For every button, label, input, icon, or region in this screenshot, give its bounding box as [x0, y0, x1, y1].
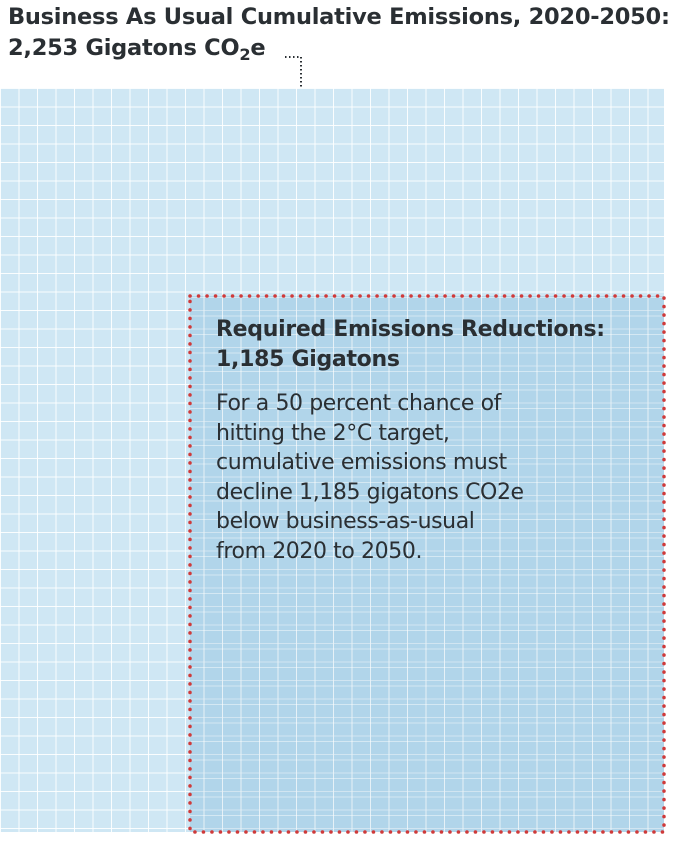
- reduction-dotted-border: [188, 294, 666, 834]
- description-line: from 2020 to 2050.: [216, 538, 423, 564]
- title-pointer-line: [285, 56, 302, 98]
- reduction-description: For a 50 percent chance of hitting the 2…: [216, 389, 656, 566]
- description-line: cumulative emissions must: [216, 450, 507, 475]
- description-line: decline 1,185 gigatons CO2e: [216, 479, 524, 505]
- title-subscript: 2: [239, 44, 251, 64]
- title-line-2: 2,253 Gigatons CO2e: [8, 33, 676, 64]
- reduction-heading-line-1: Required Emissions Reductions:: [216, 317, 605, 342]
- required-reductions-area: [190, 296, 664, 832]
- chart-title: Business As Usual Cumulative Emissions, …: [8, 2, 676, 64]
- title-suffix: e: [250, 35, 266, 61]
- dotted-border-rect: [188, 294, 666, 834]
- title-line-1: Business As Usual Cumulative Emissions, …: [8, 4, 670, 30]
- description-line: below business-as-usual: [216, 509, 475, 534]
- description-line: For a 50 percent chance of: [216, 391, 501, 416]
- reduction-heading: Required Emissions Reductions: 1,185 Gig…: [216, 315, 656, 375]
- business-as-usual-grid: [0, 88, 664, 832]
- reduction-heading-line-2: 1,185 Gigatons: [216, 347, 400, 372]
- reduction-text-block: Required Emissions Reductions: 1,185 Gig…: [216, 315, 656, 566]
- description-line: hitting the 2°C target,: [216, 420, 450, 446]
- title-value: 2,253 Gigatons CO: [8, 35, 240, 61]
